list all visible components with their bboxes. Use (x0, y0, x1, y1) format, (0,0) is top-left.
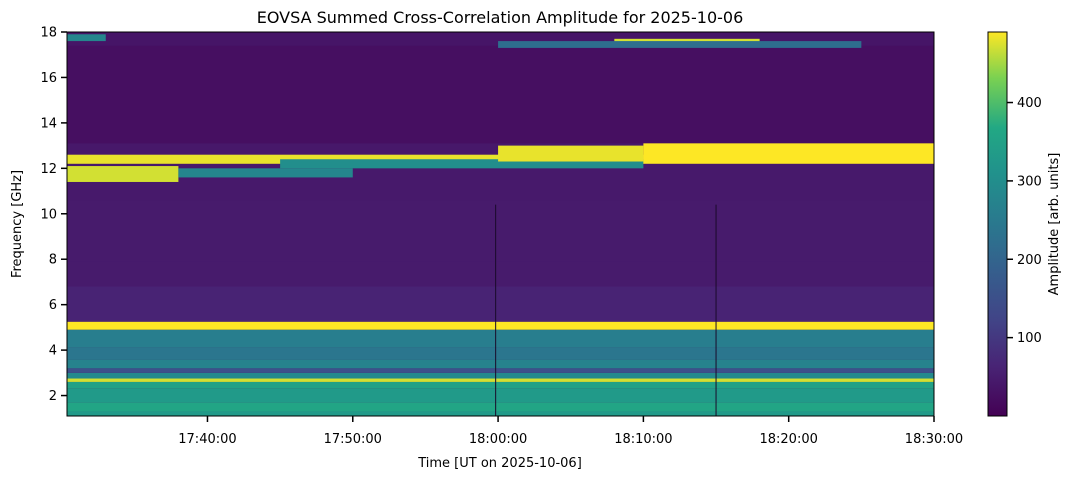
colorbar-tick-label: 100 (1017, 331, 1042, 346)
emission-feature (67, 34, 106, 42)
frequency-band (67, 368, 934, 373)
emission-feature (498, 145, 644, 162)
colorbar (987, 31, 1008, 417)
frequency-band (67, 359, 934, 369)
spectrogram-plot-area (67, 32, 934, 416)
y-tick-label: 18 (40, 26, 57, 41)
frequency-band (67, 329, 934, 348)
frequency-bands (67, 32, 934, 416)
x-tick-label: 17:40:00 (178, 432, 236, 447)
emission-feature (178, 168, 353, 178)
y-tick-label: 2 (49, 389, 57, 404)
emission-features (67, 34, 934, 182)
x-tick-label: 18:30:00 (905, 432, 963, 447)
x-axis-label: Time [UT on 2025-10-06] (417, 456, 582, 471)
emission-feature (643, 143, 934, 164)
vertical-lines (495, 204, 717, 416)
y-tick-label: 14 (40, 116, 57, 131)
colorbar-ticks: 100 200 300 400 (1007, 96, 1042, 346)
x-tick-label: 18:00:00 (469, 432, 527, 447)
y-tick-label: 10 (40, 207, 57, 222)
frequency-band (67, 200, 934, 262)
emission-feature (280, 159, 644, 169)
colorbar-tick-label: 300 (1017, 174, 1042, 189)
colorbar-label: Amplitude [arb. units] (1047, 153, 1062, 296)
frequency-band (67, 286, 934, 322)
frequency-band (67, 372, 934, 379)
frequency-band (67, 388, 934, 403)
y-tick-label: 16 (40, 71, 57, 86)
x-axis-ticks: 17:40:00 17:50:00 18:00:00 18:10:00 18:20:00… (178, 416, 963, 447)
plot-frame (66, 31, 935, 417)
frequency-band (67, 321, 934, 330)
frequency-band (67, 411, 934, 416)
frequency-band (67, 347, 934, 360)
y-tick-label: 6 (49, 298, 57, 313)
frequency-band (67, 402, 934, 412)
x-tick-label: 18:20:00 (759, 432, 817, 447)
frequency-band (67, 381, 934, 389)
frequency-band (67, 45, 934, 144)
y-tick-label: 4 (49, 344, 57, 359)
y-axis-label: Frequency [GHz] (10, 170, 25, 278)
frequency-band (67, 261, 934, 287)
y-tick-label: 12 (40, 162, 57, 177)
frequency-band (67, 378, 934, 382)
x-tick-label: 18:10:00 (614, 432, 672, 447)
colorbar-tick-label: 200 (1017, 253, 1042, 268)
y-axis-ticks: 2 4 6 8 10 12 14 16 18 (40, 26, 67, 404)
colorbar-tick-label: 400 (1017, 96, 1042, 111)
x-tick-label: 17:50:00 (324, 432, 382, 447)
y-tick-label: 8 (49, 253, 57, 268)
chart-title: EOVSA Summed Cross-Correlation Amplitude… (257, 8, 744, 27)
emission-feature (67, 166, 179, 182)
emission-feature (498, 41, 862, 48)
